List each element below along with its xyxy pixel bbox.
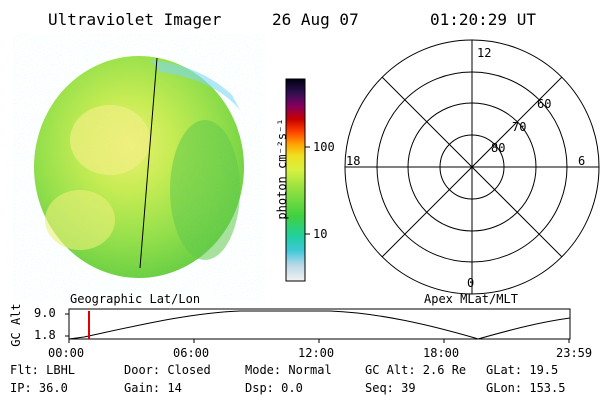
altitude-ylabel: GC Alt (9, 303, 23, 347)
door-info: Door: Closed (124, 363, 211, 377)
glat-info: GLat: 19.5 (486, 363, 559, 377)
altitude-plot (65, 308, 571, 343)
time-label-0: 00:00 (48, 346, 85, 360)
title: Ultraviolet Imager (48, 10, 222, 29)
mlt-label-12: 12 (477, 46, 492, 60)
colorbar-label-100: 100 (313, 140, 335, 154)
date: 26 Aug 07 (272, 10, 359, 29)
image-panel-label: Geographic Lat/Lon (70, 292, 201, 306)
uv-image (34, 56, 244, 278)
time: 01:20:29 UT (430, 10, 536, 29)
filter-info: Flt: LBHL (10, 363, 76, 377)
polar-plot (344, 39, 600, 295)
lat-label-80: 80 (491, 141, 506, 155)
terminator-line (139, 57, 158, 269)
polar-diagonal-2 (381, 76, 563, 258)
mlt-label-6: 6 (578, 154, 586, 168)
lat-label-60: 60 (537, 97, 552, 111)
altitude-curve (68, 310, 571, 340)
time-label-18: 18:00 (423, 346, 460, 360)
mlt-label-0: 0 (467, 276, 475, 290)
colorbar-unit-label: photon cm⁻²s⁻¹ (275, 118, 289, 220)
colorbar-label-10: 10 (313, 227, 328, 241)
colorbar-scale (285, 78, 306, 282)
noise-overlay (34, 56, 244, 278)
time-label-end: 23:59 (556, 346, 593, 360)
mlt-label-18: 18 (346, 154, 361, 168)
altitude-ytick-low: 1.8 (34, 328, 56, 342)
time-label-12: 12:00 (298, 346, 335, 360)
time-label-6: 06:00 (173, 346, 210, 360)
polar-panel-label: Apex MLat/MLT (424, 292, 518, 306)
altitude-ytick-high: 9.0 (34, 306, 56, 320)
ip-info: IP: 36.0 (10, 381, 68, 395)
seq-info: Seq: 39 (365, 381, 416, 395)
limb-glow (150, 60, 240, 110)
colorbar (285, 78, 310, 282)
lat-label-70: 70 (512, 120, 527, 134)
mode-info: Mode: Normal (245, 363, 332, 377)
gcalt-info: GC Alt: 2.6 Re (365, 363, 467, 377)
gain-info: Gain: 14 (124, 381, 182, 395)
dsp-info: Dsp: 0.0 (245, 381, 303, 395)
glon-info: GLon: 153.5 (486, 381, 566, 395)
